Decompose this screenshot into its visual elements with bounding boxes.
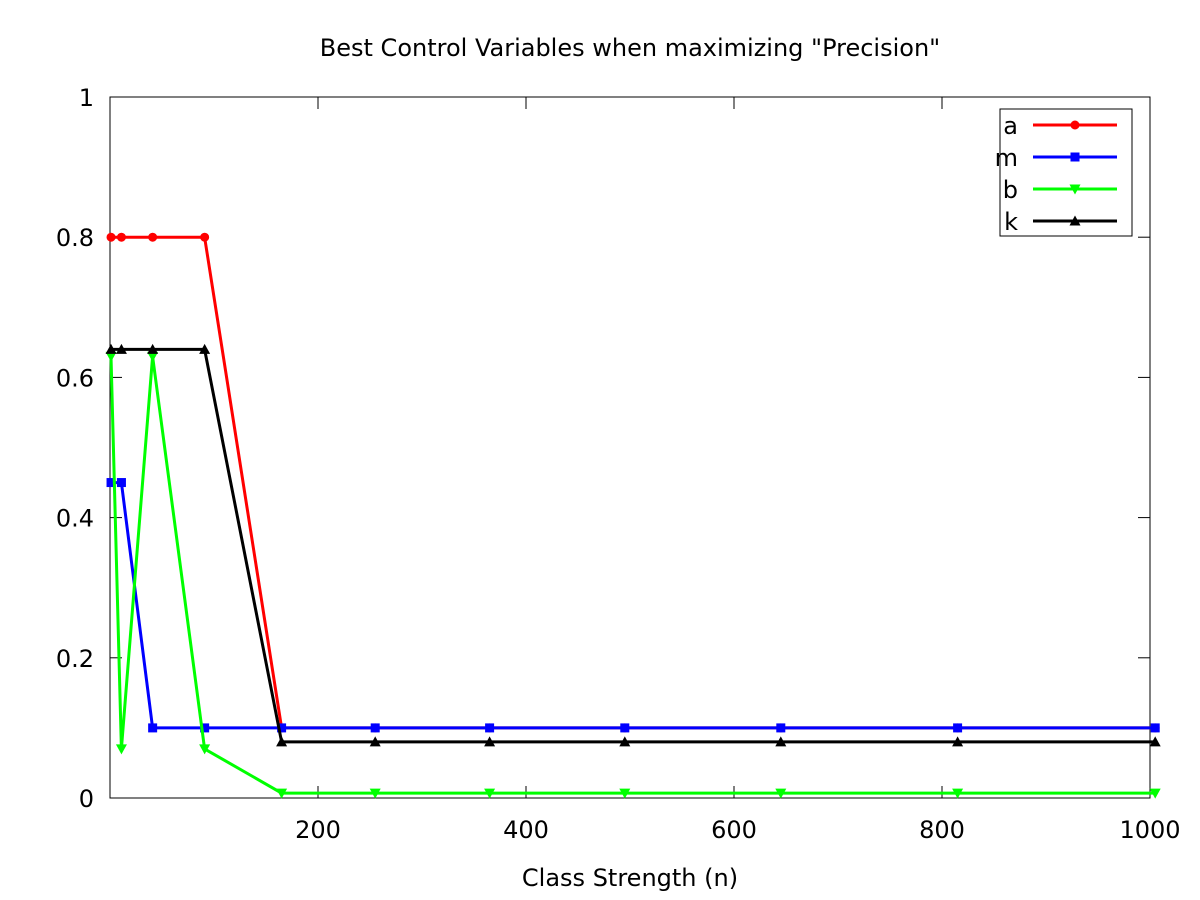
data-point-b bbox=[619, 788, 631, 799]
x-tick-label: 800 bbox=[919, 816, 965, 844]
series-line-k bbox=[111, 347, 1156, 744]
plot-frame bbox=[109, 96, 1151, 799]
legend-label-b: b bbox=[1003, 176, 1018, 204]
data-point-m bbox=[148, 723, 158, 733]
data-point-k bbox=[775, 736, 787, 747]
data-point-k bbox=[199, 343, 211, 354]
data-point-b bbox=[775, 788, 787, 799]
legend-label-a: a bbox=[1003, 112, 1018, 140]
data-point-m bbox=[953, 723, 963, 733]
series-k bbox=[105, 343, 1161, 747]
series-line-a bbox=[111, 235, 1156, 730]
data-point-b bbox=[1149, 788, 1161, 799]
x-tick-label: 600 bbox=[711, 816, 757, 844]
chart-title: Best Control Variables when maximizing "… bbox=[320, 34, 940, 62]
data-point-k bbox=[276, 736, 288, 747]
data-point-b bbox=[276, 788, 288, 799]
data-point-b bbox=[115, 744, 127, 755]
data-point-m bbox=[776, 723, 786, 733]
data-point-m bbox=[277, 723, 287, 733]
data-point-b bbox=[369, 788, 381, 799]
data-point-b bbox=[484, 788, 496, 799]
data-point-m bbox=[116, 478, 126, 488]
data-point-b bbox=[199, 744, 211, 755]
data-point-k bbox=[369, 736, 381, 747]
data-point-k bbox=[1149, 736, 1161, 747]
data-point-m bbox=[620, 723, 630, 733]
data-point-k bbox=[619, 736, 631, 747]
series-m bbox=[106, 478, 1160, 733]
data-point-m bbox=[1150, 723, 1160, 733]
y-tick-label: 0.6 bbox=[56, 364, 94, 392]
data-point-b bbox=[952, 788, 964, 799]
y-tick-label: 0.2 bbox=[56, 645, 94, 673]
y-tick-label: 0 bbox=[79, 785, 94, 813]
legend-marker-k bbox=[1069, 215, 1081, 226]
y-tick-label: 0.4 bbox=[56, 505, 94, 533]
series-layer bbox=[105, 232, 1161, 799]
y-tick-label: 1 bbox=[79, 84, 94, 112]
legend-label-m: m bbox=[995, 144, 1018, 172]
data-point-k bbox=[484, 736, 496, 747]
x-axis-label: Class Strength (n) bbox=[522, 864, 738, 892]
legend-label-k: k bbox=[1004, 208, 1018, 236]
legend-marker-m bbox=[1070, 152, 1080, 162]
data-point-k bbox=[147, 343, 159, 354]
data-point-a bbox=[200, 232, 210, 242]
legend-marker-b bbox=[1069, 184, 1081, 195]
data-point-m bbox=[485, 723, 495, 733]
data-point-a bbox=[116, 232, 126, 242]
series-b bbox=[105, 351, 1161, 799]
data-point-a bbox=[148, 232, 158, 242]
axes: 200 400 600 800 1000 0 0.2 0.4 0.6 0.8 1 bbox=[56, 84, 1181, 844]
data-point-b bbox=[105, 351, 117, 362]
data-point-m bbox=[200, 723, 210, 733]
legend-box bbox=[999, 108, 1133, 237]
data-point-k bbox=[105, 343, 117, 354]
x-tick-label: 400 bbox=[503, 816, 549, 844]
x-tick-label: 200 bbox=[295, 816, 341, 844]
data-point-m bbox=[370, 723, 380, 733]
data-point-a bbox=[106, 232, 116, 242]
data-point-m bbox=[106, 478, 116, 488]
data-point-k bbox=[952, 736, 964, 747]
x-tick-label: 1000 bbox=[1119, 816, 1180, 844]
data-point-k bbox=[115, 343, 127, 354]
legend-marker-a bbox=[1070, 120, 1080, 130]
series-line-m bbox=[111, 481, 1156, 730]
data-point-b bbox=[147, 351, 159, 362]
y-tick-label: 0.8 bbox=[56, 224, 94, 252]
